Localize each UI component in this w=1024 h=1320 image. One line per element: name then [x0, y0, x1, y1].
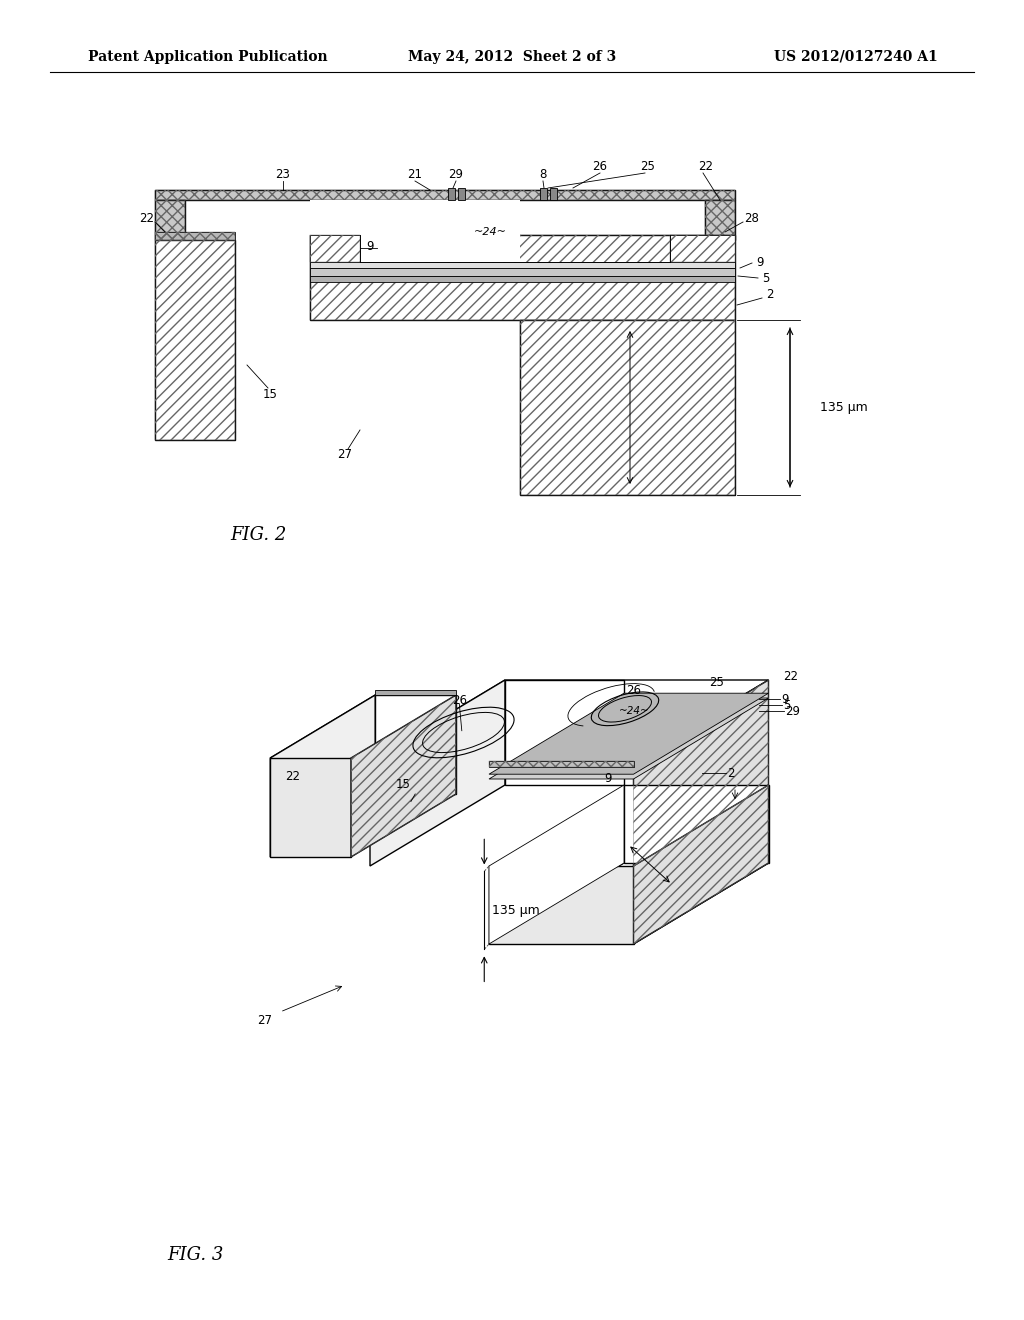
Polygon shape: [310, 235, 360, 261]
Polygon shape: [310, 268, 735, 276]
Polygon shape: [489, 866, 634, 944]
Text: 25: 25: [709, 676, 724, 689]
Text: 22: 22: [782, 671, 798, 684]
Text: 26: 26: [593, 161, 607, 173]
Polygon shape: [270, 696, 375, 857]
Polygon shape: [489, 762, 634, 767]
Text: 25: 25: [641, 161, 655, 173]
Text: 29: 29: [784, 705, 800, 718]
Text: 8: 8: [540, 169, 547, 181]
Text: ~24~: ~24~: [618, 706, 649, 717]
Polygon shape: [351, 696, 456, 857]
Text: 5: 5: [782, 698, 791, 711]
Polygon shape: [634, 785, 768, 944]
Text: FIG. 3: FIG. 3: [167, 1246, 223, 1265]
Text: 2: 2: [727, 767, 735, 780]
Polygon shape: [540, 187, 547, 201]
Text: 15: 15: [262, 388, 278, 401]
Polygon shape: [634, 680, 768, 866]
Text: 9: 9: [367, 240, 374, 253]
Polygon shape: [310, 261, 735, 268]
Polygon shape: [375, 696, 456, 795]
Polygon shape: [155, 201, 185, 240]
Text: 28: 28: [744, 211, 760, 224]
Polygon shape: [550, 187, 557, 201]
Polygon shape: [375, 690, 456, 696]
Polygon shape: [270, 696, 456, 758]
Text: May 24, 2012  Sheet 2 of 3: May 24, 2012 Sheet 2 of 3: [408, 50, 616, 63]
Text: 26: 26: [626, 684, 641, 697]
Polygon shape: [705, 201, 735, 240]
Text: ~24~: ~24~: [473, 227, 507, 238]
Polygon shape: [270, 758, 351, 857]
Polygon shape: [310, 276, 735, 282]
Text: 5: 5: [762, 272, 770, 285]
Text: Patent Application Publication: Patent Application Publication: [88, 50, 328, 63]
Text: 9: 9: [757, 256, 764, 269]
Polygon shape: [449, 187, 455, 201]
Text: 27: 27: [338, 449, 352, 462]
Text: US 2012/0127240 A1: US 2012/0127240 A1: [774, 50, 938, 63]
Polygon shape: [310, 201, 520, 261]
Text: 22: 22: [698, 161, 714, 173]
Text: 135 μm: 135 μm: [493, 904, 540, 917]
Polygon shape: [370, 680, 505, 866]
Text: 22: 22: [139, 211, 155, 224]
Text: 29: 29: [449, 169, 464, 181]
Polygon shape: [310, 235, 735, 319]
Text: 135 μm: 135 μm: [820, 400, 867, 413]
Polygon shape: [670, 235, 735, 261]
Text: 21: 21: [408, 169, 423, 181]
Polygon shape: [489, 785, 624, 944]
Text: 26: 26: [452, 694, 467, 708]
Text: 15: 15: [395, 777, 411, 791]
Text: 27: 27: [257, 1014, 272, 1027]
Text: 9: 9: [780, 693, 788, 706]
Polygon shape: [458, 187, 465, 201]
Polygon shape: [155, 232, 234, 240]
Polygon shape: [489, 693, 768, 775]
Text: FIG. 2: FIG. 2: [229, 525, 286, 544]
Polygon shape: [489, 863, 768, 944]
Polygon shape: [520, 319, 735, 495]
Polygon shape: [155, 240, 234, 440]
Polygon shape: [489, 698, 768, 779]
Text: 23: 23: [275, 169, 291, 181]
Text: 2: 2: [766, 289, 774, 301]
Text: 9: 9: [604, 772, 611, 784]
Polygon shape: [370, 680, 768, 762]
Text: 22: 22: [286, 770, 300, 783]
Polygon shape: [155, 190, 735, 201]
Polygon shape: [624, 785, 768, 863]
Polygon shape: [505, 680, 624, 785]
